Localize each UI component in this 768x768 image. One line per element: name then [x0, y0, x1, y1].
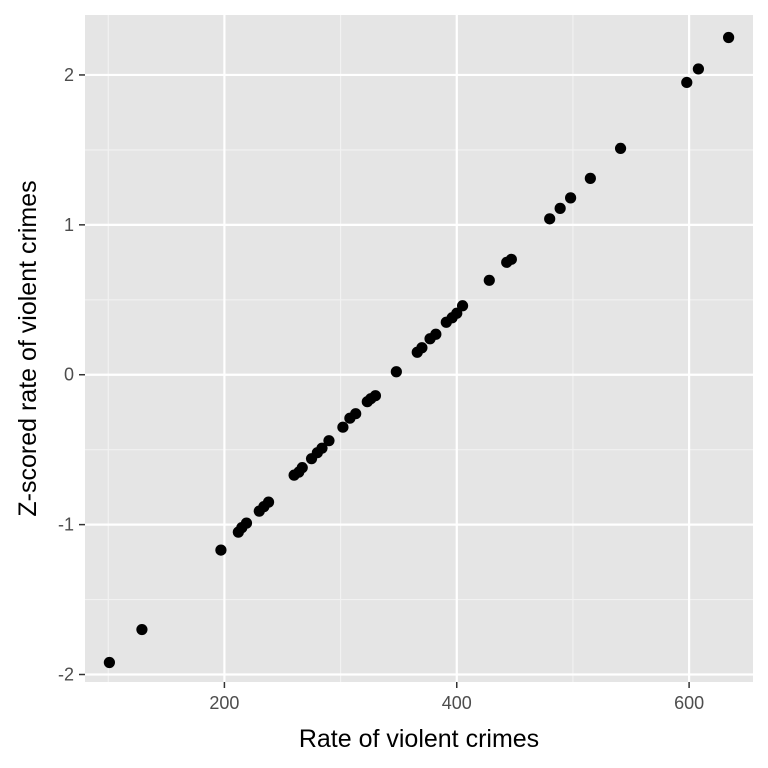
- y-axis: -2 -1 0 1 2: [58, 65, 85, 685]
- y-tick-label: 2: [64, 65, 74, 85]
- y-tick-label: 0: [64, 365, 74, 385]
- y-axis-title: Z-scored rate of violent crimes: [14, 180, 42, 516]
- data-point: [430, 328, 442, 340]
- data-point: [262, 496, 275, 508]
- x-tick-label: 200: [209, 693, 239, 713]
- data-point: [416, 342, 428, 354]
- data-point: [614, 142, 627, 154]
- data-point: [483, 274, 495, 286]
- data-point: [215, 544, 227, 556]
- data-point: [136, 623, 148, 636]
- data-point: [565, 192, 577, 204]
- data-point: [554, 202, 566, 214]
- data-point: [544, 213, 556, 225]
- data-point: [681, 76, 693, 89]
- data-point: [692, 63, 704, 75]
- data-point: [456, 300, 469, 312]
- major-grid: [85, 15, 753, 682]
- x-axis-title: Rate of violent crimes: [299, 725, 539, 753]
- x-tick-label: 400: [442, 693, 472, 713]
- data-point: [296, 462, 308, 474]
- y-tick-label: -2: [58, 665, 74, 685]
- data-point: [505, 253, 517, 265]
- data-point: [337, 421, 349, 433]
- y-tick-label: 1: [64, 215, 74, 235]
- data-point: [316, 442, 328, 454]
- y-tick-label: -1: [58, 515, 74, 535]
- data-points: [103, 31, 735, 669]
- x-axis: 200 400 600: [209, 682, 704, 713]
- x-tick-label: 600: [674, 693, 704, 713]
- data-point: [103, 656, 115, 669]
- data-point: [323, 435, 335, 447]
- data-point: [723, 31, 735, 44]
- data-point: [369, 390, 382, 402]
- data-point: [240, 517, 253, 529]
- data-point: [350, 408, 362, 420]
- data-point: [390, 366, 402, 378]
- minor-grid: [85, 15, 753, 682]
- data-point: [584, 172, 596, 184]
